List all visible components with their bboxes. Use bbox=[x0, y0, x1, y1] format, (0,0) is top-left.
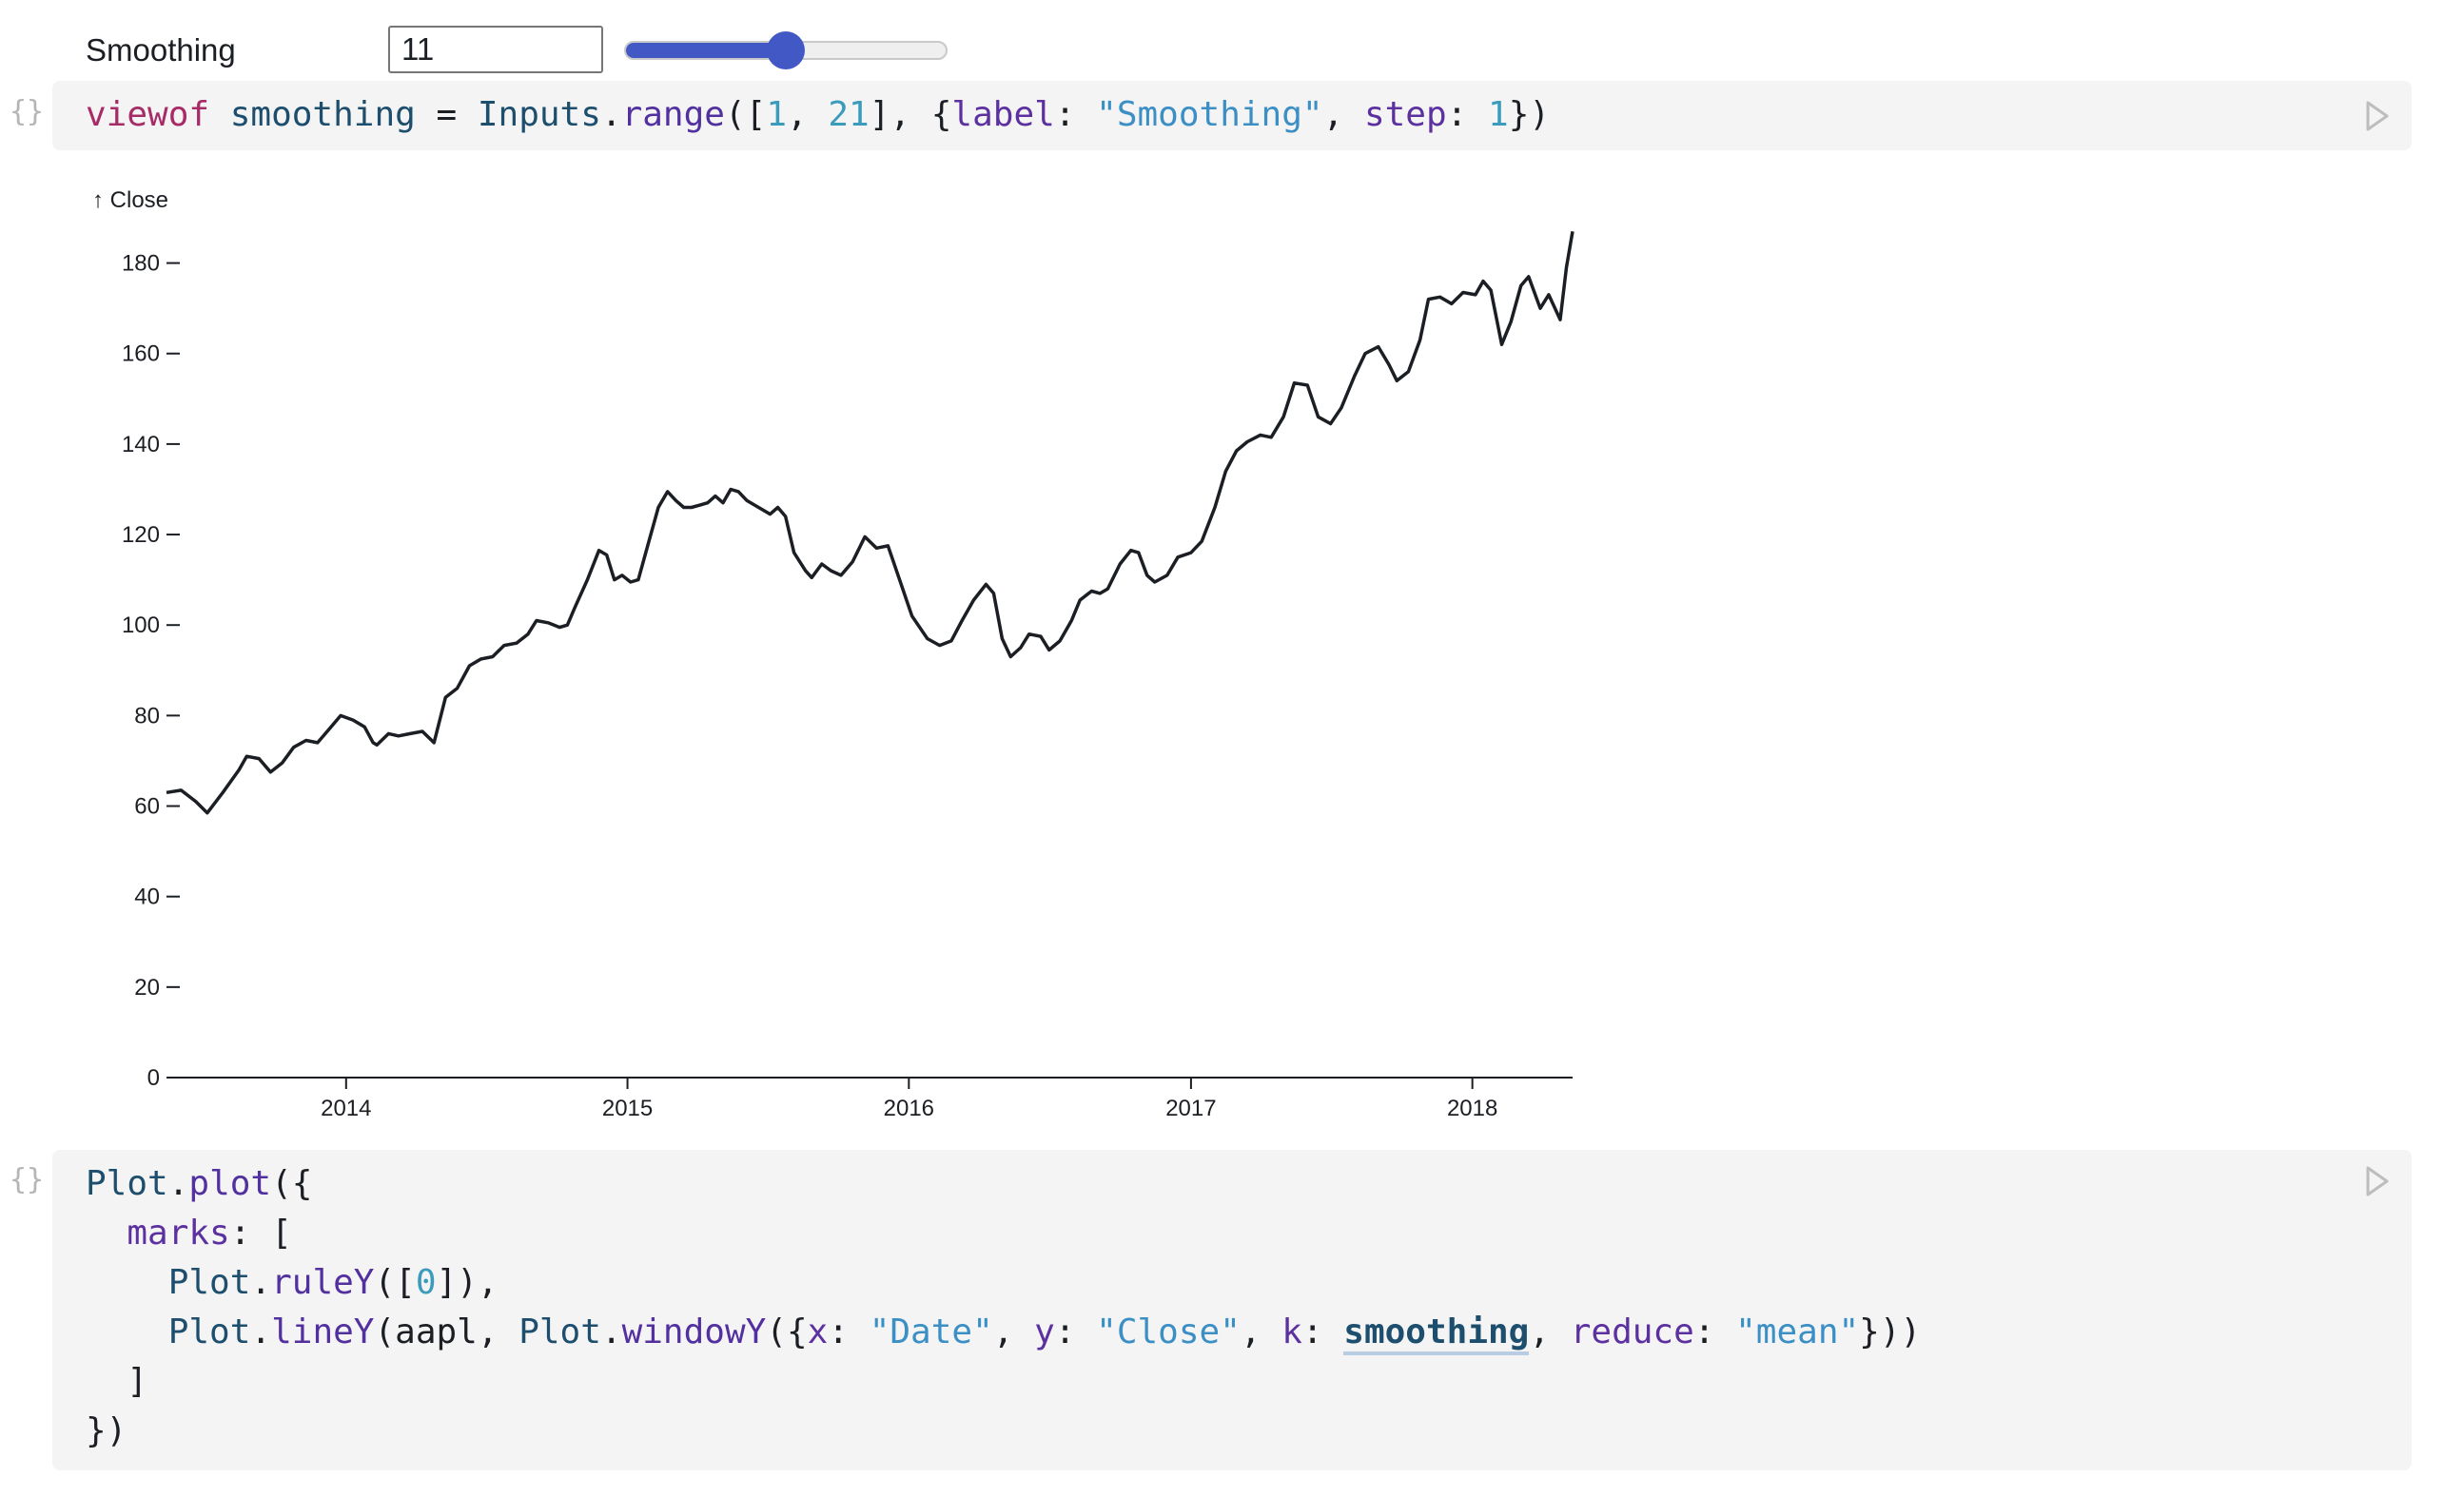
slider-thumb[interactable] bbox=[767, 31, 805, 69]
code-token: , bbox=[787, 95, 829, 134]
cell-toggle-icon[interactable]: {} bbox=[10, 95, 45, 128]
code-token: . bbox=[250, 1312, 272, 1351]
code-token: ({ bbox=[271, 1164, 313, 1203]
code-token: , bbox=[1529, 1312, 1571, 1351]
code-token bbox=[86, 1214, 127, 1253]
y-tick-label: 0 bbox=[147, 1065, 160, 1091]
y-axis: 0 20 40 60 80 100 120 140 160 180 bbox=[122, 251, 180, 1091]
code-token: Plot bbox=[518, 1312, 601, 1351]
code-token: . bbox=[600, 1312, 622, 1351]
code-token: , bbox=[1322, 95, 1364, 134]
code-token bbox=[86, 1263, 168, 1302]
code-token: : [ bbox=[229, 1214, 292, 1253]
code-token: step bbox=[1363, 95, 1447, 134]
code-token: . bbox=[250, 1263, 272, 1302]
smoothing-label: Smoothing bbox=[86, 32, 236, 68]
x-tick-label: 2017 bbox=[1165, 1096, 1216, 1121]
code-token: : bbox=[1446, 95, 1488, 134]
code-token: : bbox=[1301, 1312, 1344, 1351]
code-token: , bbox=[1240, 1312, 1282, 1351]
code-token: }) bbox=[1508, 95, 1551, 134]
x-tick-label: 2018 bbox=[1447, 1096, 1497, 1121]
code-token: k bbox=[1281, 1312, 1302, 1351]
code-token: ], { bbox=[869, 95, 952, 134]
code-token: : bbox=[1054, 1312, 1097, 1351]
smoothing-input-row: Smoothing bbox=[0, 0, 2464, 95]
y-tick-label: 80 bbox=[134, 703, 160, 729]
x-tick-label: 2015 bbox=[602, 1096, 653, 1121]
smoothing-slider[interactable] bbox=[624, 31, 948, 69]
code-token: range bbox=[621, 95, 725, 134]
y-tick-label: 100 bbox=[122, 612, 160, 638]
code-token: 1 bbox=[766, 95, 787, 134]
code-line: ] bbox=[86, 1357, 2412, 1407]
run-cell-icon[interactable] bbox=[2364, 1165, 2391, 1197]
code-line: Plot.lineY(aapl, Plot.windowY({x: "Date"… bbox=[86, 1308, 2412, 1357]
code-token: "Smoothing" bbox=[1096, 95, 1323, 134]
code-token: : bbox=[1054, 95, 1097, 134]
code-line: Plot.plot({ bbox=[86, 1159, 2412, 1209]
x-axis: 2014 2015 2016 2017 2018 bbox=[321, 1078, 1497, 1121]
code-token: 0 bbox=[415, 1263, 437, 1302]
close-series-line bbox=[166, 231, 1574, 815]
code-token: ([ bbox=[374, 1263, 416, 1302]
y-tick-label: 140 bbox=[122, 432, 160, 457]
code-line: marks: [ bbox=[86, 1209, 2412, 1258]
code-token: : bbox=[828, 1312, 870, 1351]
code-token: = bbox=[415, 95, 478, 134]
code-token: viewof bbox=[86, 95, 210, 134]
code-token: Plot bbox=[167, 1263, 251, 1302]
code-token: Plot bbox=[167, 1312, 251, 1351]
code-token bbox=[86, 1312, 168, 1351]
y-tick-label: 40 bbox=[134, 885, 160, 910]
code-token: }) bbox=[86, 1411, 127, 1450]
code-token: . bbox=[167, 1164, 189, 1203]
code-token: Inputs bbox=[477, 95, 601, 134]
code-token: smoothing bbox=[229, 95, 416, 134]
code-token: "Close" bbox=[1096, 1312, 1241, 1351]
run-cell-icon[interactable] bbox=[2364, 100, 2391, 132]
x-tick-label: 2014 bbox=[321, 1096, 371, 1121]
code-token: "mean" bbox=[1735, 1312, 1860, 1351]
code-token: x bbox=[807, 1312, 829, 1351]
cell-toggle-icon[interactable]: {} bbox=[10, 1163, 45, 1196]
code-token: y bbox=[1034, 1312, 1055, 1351]
code-token: marks bbox=[127, 1214, 230, 1253]
code-token: Plot bbox=[86, 1164, 168, 1203]
code-token: "Date" bbox=[869, 1312, 993, 1351]
code-token: ]), bbox=[436, 1263, 499, 1302]
slider-fill bbox=[626, 43, 786, 58]
code-token: : bbox=[1693, 1312, 1736, 1351]
code-token: lineY bbox=[271, 1312, 375, 1351]
code-token: ruleY bbox=[271, 1263, 375, 1302]
y-tick-label: 160 bbox=[122, 341, 160, 367]
code-token: 1 bbox=[1488, 95, 1509, 134]
code-token: label bbox=[951, 95, 1055, 134]
y-tick-label: 60 bbox=[134, 794, 160, 820]
code-token: reduce bbox=[1570, 1312, 1694, 1351]
code-token: plot bbox=[188, 1164, 272, 1203]
smoothing-reference[interactable]: smoothing bbox=[1343, 1312, 1530, 1355]
y-tick-label: 120 bbox=[122, 522, 160, 548]
y-tick-label: 20 bbox=[134, 975, 160, 1001]
code-line: Plot.ruleY([0]), bbox=[86, 1258, 2412, 1308]
code-token: , bbox=[992, 1312, 1035, 1351]
code-token: ([ bbox=[724, 95, 767, 134]
code-token: (aapl, bbox=[374, 1312, 519, 1351]
code-token: })) bbox=[1859, 1312, 1922, 1351]
code-token: . bbox=[600, 95, 622, 134]
code-token: windowY bbox=[621, 1312, 767, 1351]
code-token: 21 bbox=[828, 95, 870, 134]
y-tick-label: 180 bbox=[122, 251, 160, 277]
x-tick-label: 2016 bbox=[884, 1096, 934, 1121]
code-line: }) bbox=[86, 1407, 2412, 1456]
code-cell-plot[interactable]: Plot.plot({ marks: [ Plot.ruleY([0]), Pl… bbox=[52, 1150, 2412, 1470]
smoothing-number-input[interactable] bbox=[388, 26, 603, 73]
y-axis-label: ↑ Close bbox=[92, 187, 168, 213]
code-cell-smoothing[interactable]: viewof smoothing = Inputs.range([1, 21],… bbox=[52, 81, 2412, 150]
code-token: ] bbox=[86, 1362, 148, 1401]
code-token bbox=[209, 95, 230, 134]
code-token: ({ bbox=[766, 1312, 808, 1351]
